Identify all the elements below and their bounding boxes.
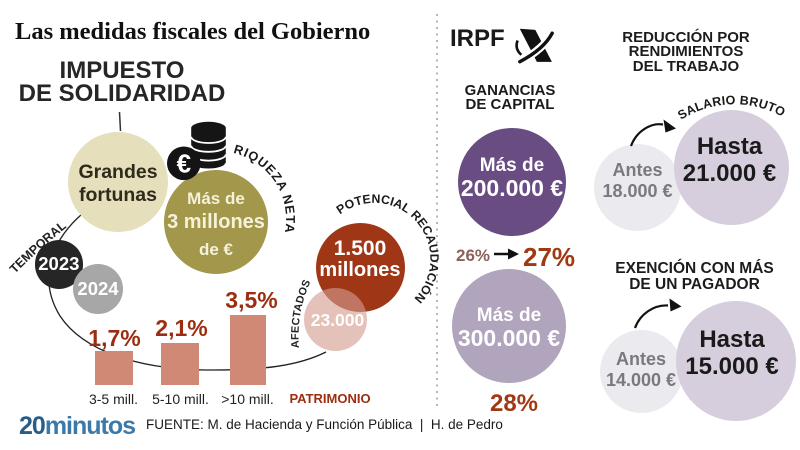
svg-text:POTENCIAL RECAUDACIÓN: POTENCIAL RECAUDACIÓN <box>334 192 442 306</box>
svg-text:AFECTADOS: AFECTADOS <box>289 278 313 349</box>
svg-text:€: € <box>177 149 191 179</box>
svg-text:RIQUEZA NETA: RIQUEZA NETA <box>232 141 298 234</box>
svg-text:SALARIO BRUTO: SALARIO BRUTO <box>675 93 787 122</box>
svg-text:TEMPORAL: TEMPORAL <box>7 218 69 276</box>
